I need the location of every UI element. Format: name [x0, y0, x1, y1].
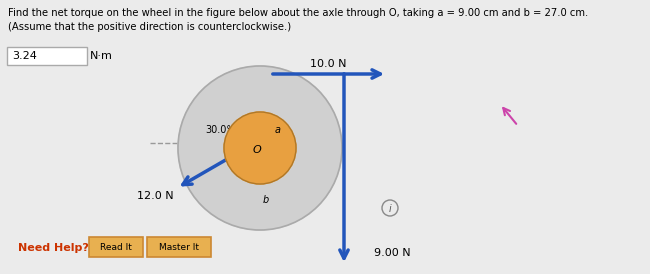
Circle shape	[178, 66, 342, 230]
Text: i: i	[389, 204, 391, 214]
FancyBboxPatch shape	[89, 237, 143, 257]
Text: a: a	[275, 125, 281, 135]
Text: 3.24: 3.24	[12, 51, 37, 61]
Text: 10.0 N: 10.0 N	[310, 59, 346, 69]
Text: (Assume that the positive direction is counterclockwise.): (Assume that the positive direction is c…	[8, 22, 291, 32]
FancyBboxPatch shape	[7, 47, 87, 65]
FancyBboxPatch shape	[147, 237, 211, 257]
Text: 9.00 N: 9.00 N	[374, 248, 411, 258]
Text: N·m: N·m	[90, 51, 113, 61]
Circle shape	[224, 112, 296, 184]
Text: b: b	[263, 195, 269, 205]
Circle shape	[382, 200, 398, 216]
Text: Find the net torque on the wheel in the figure below about the axle through O, t: Find the net torque on the wheel in the …	[8, 8, 588, 18]
Text: Need Help?: Need Help?	[18, 243, 89, 253]
Text: O: O	[253, 145, 261, 155]
Text: Master It: Master It	[159, 242, 199, 252]
Text: Read It: Read It	[100, 242, 132, 252]
Text: 12.0 N: 12.0 N	[136, 191, 174, 201]
Text: 30.0°: 30.0°	[205, 125, 231, 135]
